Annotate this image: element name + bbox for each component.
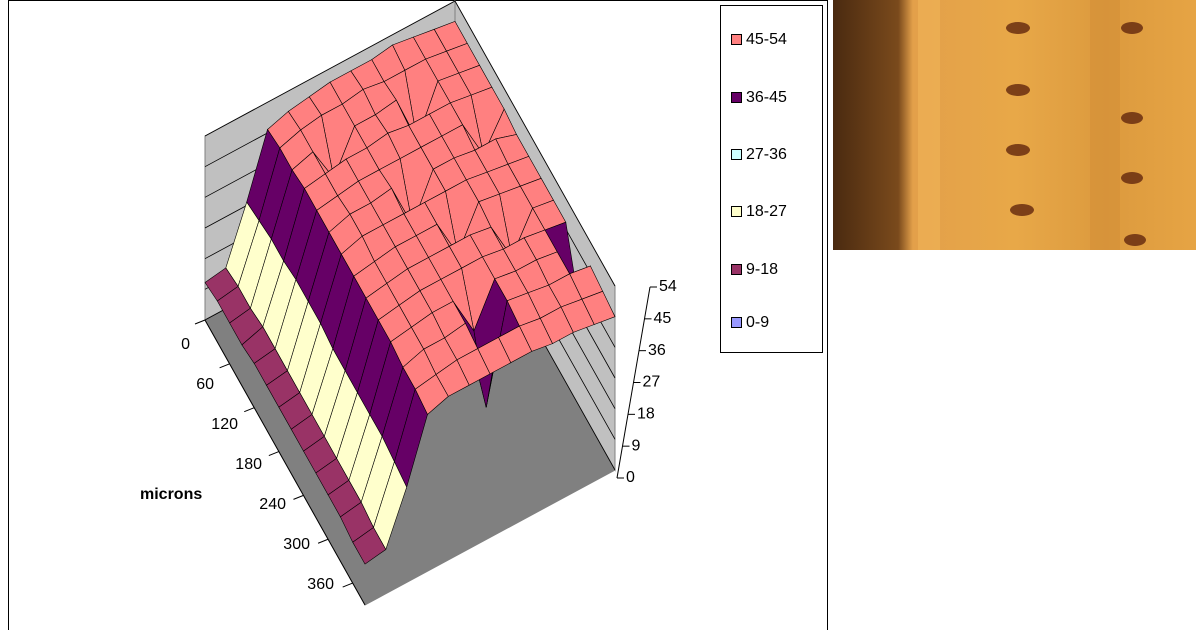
y-tick-label: 180 (235, 456, 262, 473)
photo-dot (1124, 234, 1146, 246)
page: {"chart_data": {"type": "surface", "ylab… (0, 0, 1196, 630)
legend-swatch (732, 35, 742, 45)
legend (721, 6, 823, 353)
photo-dot (1121, 112, 1143, 124)
z-tick-label: 18 (637, 406, 655, 423)
legend-label: 0-9 (746, 314, 769, 331)
legend-swatch (732, 318, 742, 328)
photo-stripe (1090, 0, 1120, 250)
y-tick-label: 360 (307, 576, 334, 593)
photo-dot (1006, 22, 1030, 34)
photo (833, 0, 1196, 250)
chart: 0 60 120 180 240 300 360 0 9 18 27 36 45 54 microns 4… (0, 0, 1196, 630)
legend-swatch (732, 265, 742, 275)
legend-label: 36-45 (746, 89, 787, 106)
legend-swatch (732, 207, 742, 217)
z-tick-label: 9 (632, 437, 641, 454)
z-tick-label: 27 (643, 374, 661, 391)
z-tick-label: 54 (659, 278, 677, 295)
legend-label: 45-54 (746, 31, 787, 48)
y-tick-label: 300 (283, 536, 310, 553)
legend-label: 18-27 (746, 203, 787, 220)
y-tick-label: 60 (196, 376, 214, 393)
photo-dot (1010, 204, 1034, 216)
y-tick-label: 120 (211, 416, 238, 433)
z-tick-label: 36 (648, 342, 666, 359)
photo-stripe (918, 0, 940, 250)
legend-label: 27-36 (746, 146, 787, 163)
legend-swatch (732, 150, 742, 160)
z-tick-label: 0 (626, 469, 635, 486)
photo-dot (1006, 84, 1030, 96)
legend-label: 9-18 (746, 261, 778, 278)
y-tick-label: 0 (181, 336, 190, 353)
axis-label: microns (140, 486, 202, 503)
legend-swatch (732, 93, 742, 103)
photo-dot (1006, 144, 1030, 156)
y-tick-label: 240 (259, 496, 286, 513)
z-tick-label: 45 (654, 310, 672, 327)
photo-dot (1121, 172, 1143, 184)
photo-dot (1121, 22, 1143, 34)
